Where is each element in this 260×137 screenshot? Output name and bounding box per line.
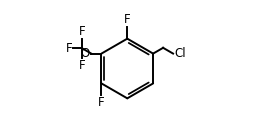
Text: F: F (98, 96, 105, 109)
Text: F: F (66, 42, 73, 55)
Text: F: F (79, 25, 86, 38)
Text: F: F (79, 58, 86, 72)
Text: F: F (124, 13, 131, 26)
Text: O: O (80, 47, 90, 60)
Text: Cl: Cl (174, 47, 186, 60)
